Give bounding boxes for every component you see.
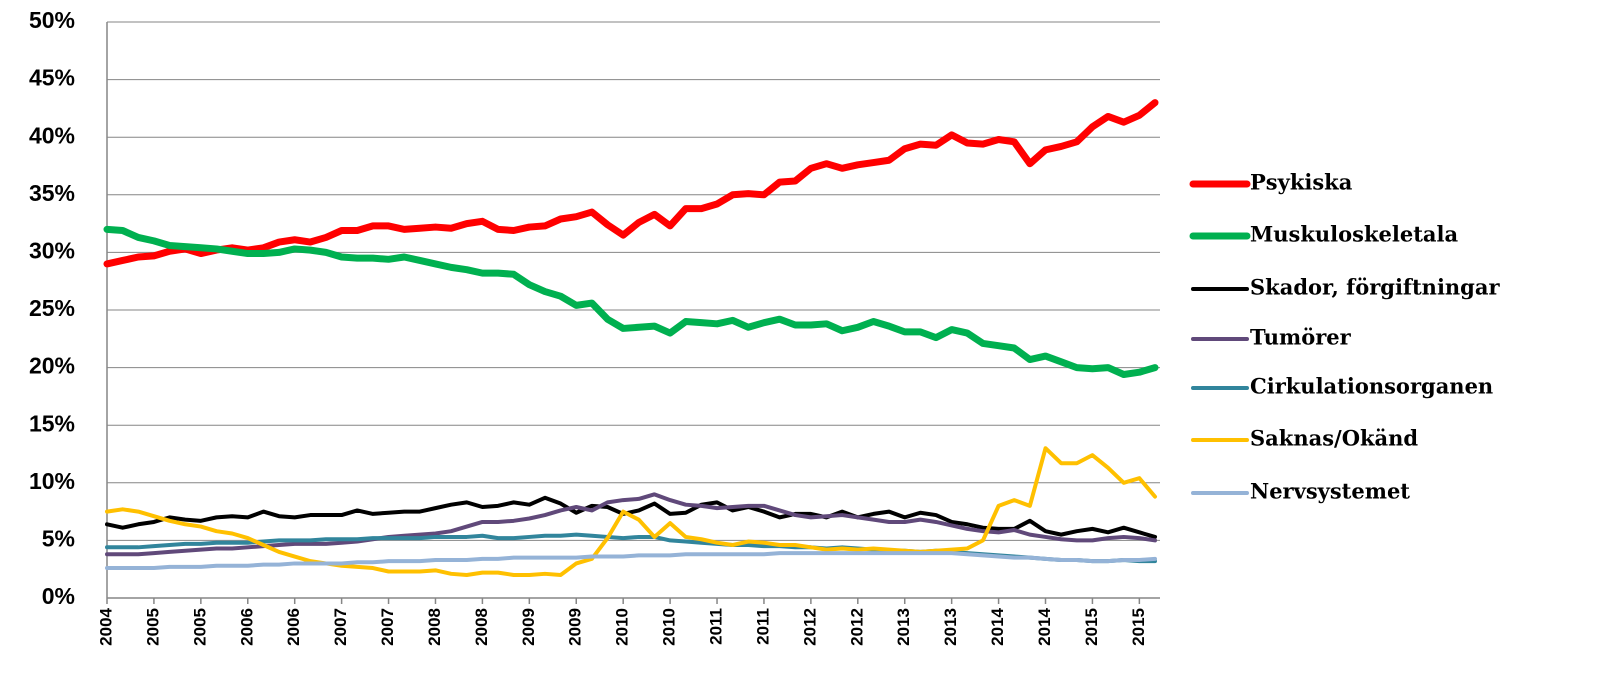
x-tick-label: 2005 (190, 608, 209, 646)
y-tick-label: 50% (29, 7, 75, 33)
series-line (105, 492, 1157, 557)
x-tick-label: 2009 (566, 608, 585, 646)
x-tick-label: 2012 (847, 608, 866, 646)
x-tick-label: 2008 (425, 608, 444, 646)
x-tick-label: 2010 (660, 608, 679, 646)
x-tick-label: 2012 (800, 608, 819, 646)
y-tick-label: 30% (29, 237, 75, 263)
x-tick-label: 2004 (96, 607, 115, 645)
y-tick-label: 0% (42, 583, 75, 609)
y-tick-label: 5% (42, 525, 75, 551)
legend-label: Saknas/Okänd (1250, 426, 1418, 451)
y-tick-label: 10% (29, 468, 75, 494)
x-tick-label: 2013 (894, 608, 913, 646)
y-tick-label: 25% (29, 295, 75, 321)
x-tick-label: 2015 (1129, 608, 1148, 646)
series-line (105, 446, 1157, 577)
series-line (103, 225, 1159, 379)
legend-label: Nervsystemet (1250, 479, 1410, 504)
series-line (105, 495, 1157, 539)
legend-label: Psykiska (1250, 170, 1353, 195)
series-line (103, 99, 1159, 268)
y-tick-label: 35% (29, 180, 75, 206)
x-tick-label: 2006 (284, 608, 303, 646)
x-tick-label: 2014 (988, 607, 1007, 645)
y-tick-label: 15% (29, 410, 75, 436)
legend-label: Tumörer (1250, 325, 1352, 350)
x-tick-label: 2009 (519, 608, 538, 646)
legend-label: Muskuloskeletala (1250, 222, 1458, 247)
x-tick-label: 2008 (472, 608, 491, 646)
y-tick-label: 45% (29, 65, 75, 91)
legend-label: Cirkulationsorganen (1250, 374, 1493, 399)
x-tick-label: 2011 (753, 608, 772, 645)
y-tick-label: 20% (29, 353, 75, 379)
y-tick-label: 40% (29, 122, 75, 148)
legend-label: Skador, förgiftningar (1250, 275, 1500, 300)
x-tick-label: 2015 (1082, 608, 1101, 646)
x-tick-label: 2010 (613, 608, 632, 646)
x-tick-label: 2007 (331, 608, 350, 646)
x-tick-label: 2006 (237, 608, 256, 646)
x-tick-label: 2007 (378, 608, 397, 646)
x-tick-label: 2013 (941, 608, 960, 646)
x-tick-label: 2011 (707, 608, 726, 645)
x-tick-label: 2014 (1035, 607, 1054, 645)
series-line (105, 551, 1157, 571)
x-tick-label: 2005 (143, 608, 162, 646)
